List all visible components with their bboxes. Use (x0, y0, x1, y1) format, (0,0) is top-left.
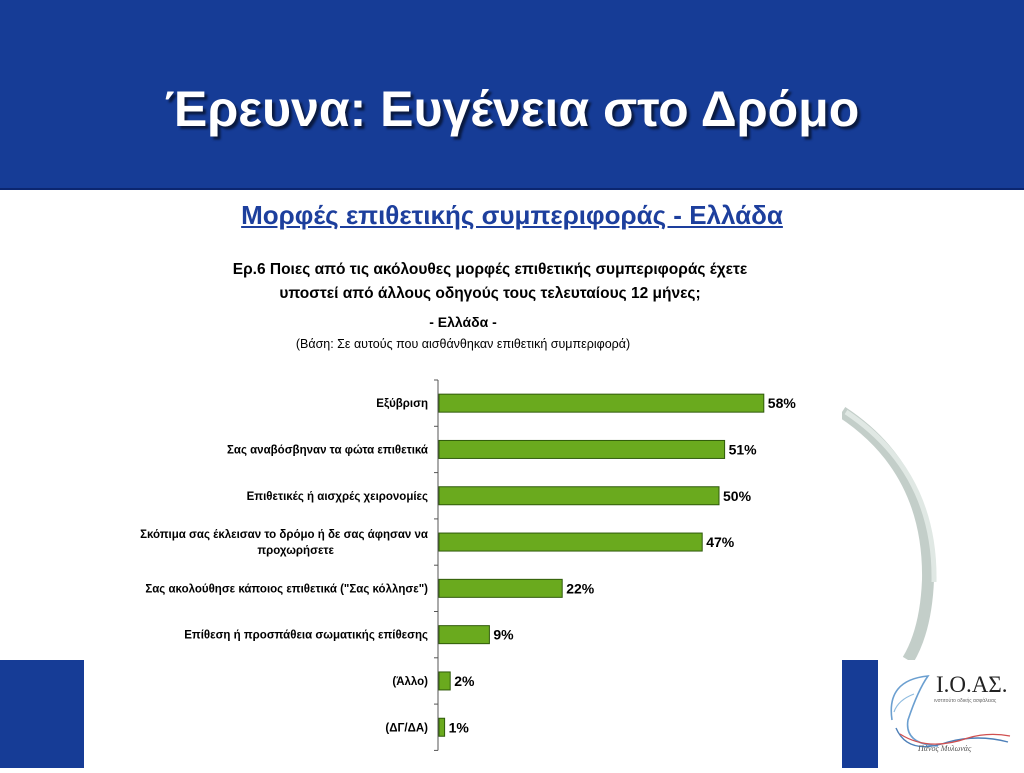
value-label: 2% (454, 673, 475, 689)
value-label: 9% (493, 627, 514, 643)
region-label: - Ελλάδα - (429, 314, 497, 330)
category-label: (ΔΓ/ΔΑ) (385, 722, 428, 734)
value-label: 58% (768, 395, 797, 411)
category-label: (Άλλο) (392, 676, 428, 688)
survey-question: Ερ.6 Ποιες από τις ακόλουθες μορφές επιθ… (150, 258, 830, 306)
question-line-1: Ερ.6 Ποιες από τις ακόλουθες μορφές επιθ… (232, 261, 748, 278)
bar (438, 625, 490, 645)
value-label: 51% (729, 441, 758, 457)
value-label: 22% (566, 580, 595, 596)
logo-subtext: ινστιτούτο οδικής ασφάλειας (934, 698, 997, 704)
value-label: 50% (723, 488, 752, 504)
bar (438, 578, 563, 598)
bar-chart: Εξύβριση 58% Σας αναβόσβηναν τα φώτα επιθε… (140, 379, 797, 751)
content-panel (84, 190, 842, 768)
category-label: Επίθεση ή προσπάθεια σωματικής επίθεσης (184, 630, 428, 642)
question-line-2: υποστεί από άλλους οδηγούς τους τελευταί… (279, 285, 701, 302)
bar (438, 671, 451, 691)
slide-subtitle: Μορφές επιθετικής συμπεριφοράς - Ελλάδα (241, 200, 783, 230)
value-label: 47% (706, 534, 735, 550)
bar (438, 717, 446, 737)
category-label: Σκόπιμα σας έκλεισαν το δρόμο ή δε σας ά… (140, 529, 428, 557)
category-label: Επιθετικές ή αισχρές χειρονομίες (247, 491, 428, 503)
bar (438, 439, 726, 459)
bar (438, 486, 720, 506)
slide-title: Έρευνα: Ευγένεια στο Δρόμο (164, 81, 860, 137)
bar (438, 393, 765, 413)
base-note: (Βάση: Σε αυτούς που αισθάνθηκαν επιθετι… (295, 337, 631, 351)
category-label: Εξύβριση (376, 398, 428, 410)
logo-box (878, 660, 1024, 768)
category-label: Σας ακολούθησε κάποιος επιθετικά ("Σας κ… (145, 583, 428, 595)
header-band (0, 0, 1024, 190)
bar (438, 532, 703, 552)
category-label: Σας αναβόσβηναν τα φώτα επιθετικά (227, 444, 428, 456)
value-label: 1% (449, 719, 470, 735)
logo-text: Ι.Ο.ΑΣ. (936, 672, 1008, 697)
logo-swirl-icon (890, 675, 1011, 748)
logo-name: Πάνος Μυλωνάς (918, 744, 972, 753)
